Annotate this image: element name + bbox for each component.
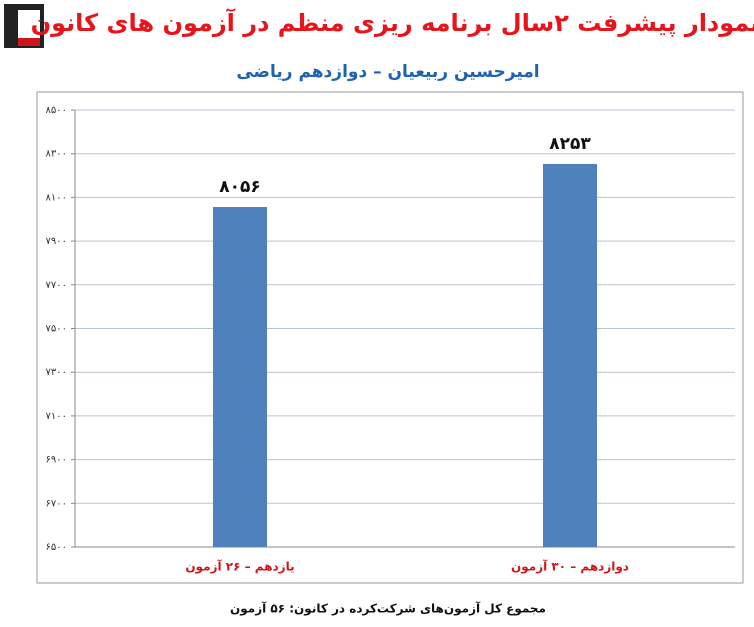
chart-frame <box>36 91 744 584</box>
y-tick-label: ۸۳۰۰ <box>46 149 67 160</box>
y-tick-label: ۷۷۰۰ <box>46 280 67 291</box>
bar <box>543 163 597 548</box>
logo-panel <box>18 10 40 40</box>
y-tick-label: ۶۵۰۰ <box>46 542 67 553</box>
y-tick-label: ۷۵۰۰ <box>46 324 67 335</box>
logo <box>4 4 44 48</box>
x-tick-label: دوازدهم – ۳۰ آزمون <box>511 559 629 575</box>
chart-title: نمودار پیشرفت ۲سال برنامه ریزی منظم در آ… <box>31 8 754 37</box>
value-label: ۸۲۵۳ <box>549 134 591 154</box>
y-tick-label: ۸۱۰۰ <box>46 192 67 203</box>
y-tick-label: ۷۱۰۰ <box>46 411 67 422</box>
bar <box>213 207 267 547</box>
y-tick-label: ۷۹۰۰ <box>46 236 67 247</box>
value-label: ۸۰۵۶ <box>219 177 261 197</box>
y-tick-label: ۸۵۰۰ <box>46 105 67 116</box>
y-tick-label: ۷۳۰۰ <box>46 367 67 378</box>
x-tick-label: یازدهم – ۲۶ آزمون <box>185 559 294 575</box>
y-tick-label: ۶۷۰۰ <box>46 498 67 509</box>
y-tick-label: ۶۹۰۰ <box>46 455 67 466</box>
footnote: مجموع کل آزمون‌های شرکت‌کرده در کانون: ۵… <box>230 601 546 617</box>
logo-band <box>18 38 40 46</box>
chart-subtitle: امیرحسین ربیعیان – دوازدهم ریاضی <box>236 62 539 82</box>
